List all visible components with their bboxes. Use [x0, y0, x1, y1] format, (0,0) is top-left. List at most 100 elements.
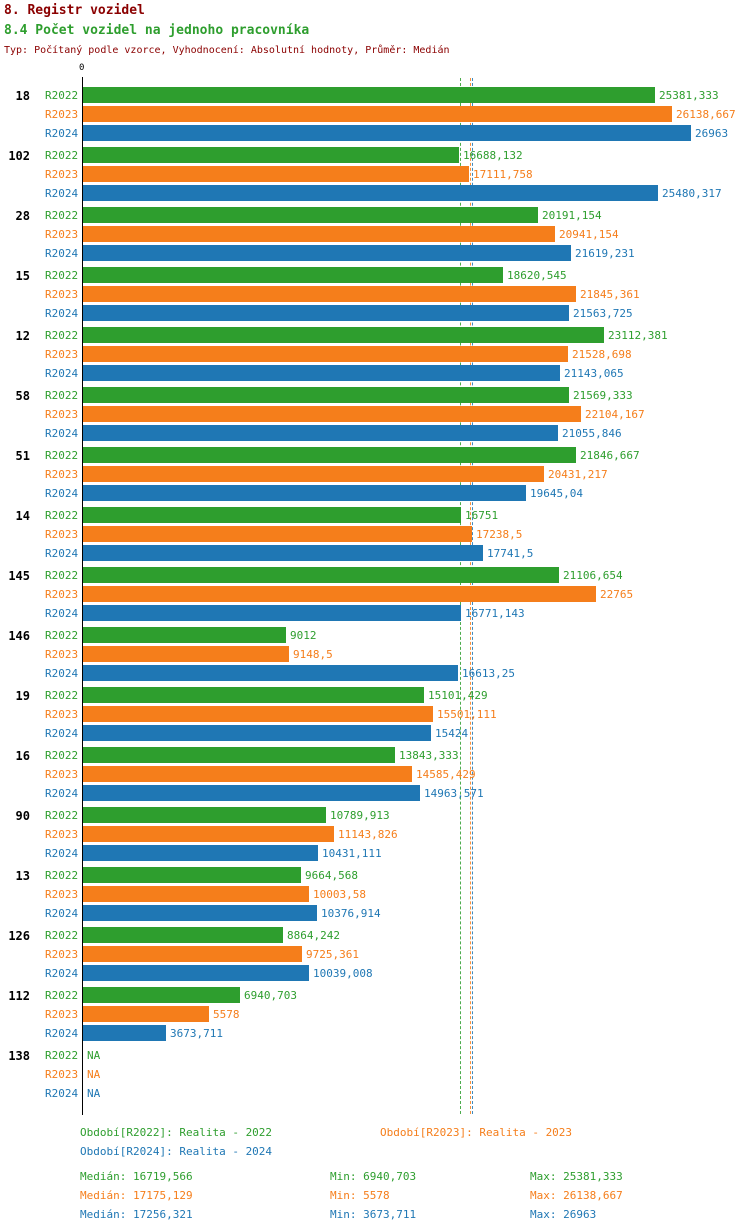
group-label: 138 — [8, 1049, 30, 1063]
bar-value-label: 9664,568 — [305, 869, 358, 882]
series-label: R2024 — [45, 967, 79, 980]
series-label: R2023 — [45, 1068, 79, 1081]
legend-entry-r2024: Období[R2024]: Realita - 2024 — [80, 1145, 273, 1158]
bar-value-label: 9725,361 — [306, 948, 359, 961]
series-label: R2024 — [45, 247, 79, 260]
bar-r2024 — [83, 605, 461, 621]
bar-value-label: 26963 — [695, 127, 729, 140]
series-label: R2024 — [45, 847, 79, 860]
group-label: 58 — [15, 389, 30, 403]
bar-row: R2023 17238,5 — [45, 525, 748, 544]
legend: Období[R2022]: Realita - 2022 Období[R20… — [0, 1126, 750, 1226]
bar-row: R2023 21528,698 — [45, 345, 748, 364]
group-label: 90 — [15, 809, 30, 823]
bar-row: R2022 20191,154 — [45, 206, 748, 225]
bar-r2022 — [83, 747, 395, 763]
bar-value-label: 16613,25 — [462, 667, 515, 680]
bar-row: R2023 9725,361 — [45, 945, 748, 964]
series-label: R2022 — [45, 389, 79, 402]
bar-row: R2023 26138,667 — [45, 105, 748, 124]
bar-group: 28 R2022 20191,154 R2023 20941,154 R2024 21619… — [16, 206, 748, 266]
group-label: 51 — [15, 449, 30, 463]
bar-value-label: NA — [87, 1049, 101, 1062]
bar-row: R2024 10376,914 — [45, 904, 748, 923]
series-label: R2022 — [45, 869, 79, 882]
bar-r2024 — [83, 785, 420, 801]
bar-row: R2024 26963 — [45, 124, 748, 143]
series-label: R2022 — [45, 509, 79, 522]
series-label: R2024 — [45, 787, 79, 800]
bar-row: R2024 21563,725 — [45, 304, 748, 323]
bar-value-label: 21619,231 — [575, 247, 635, 260]
bar-group: 18 R2022 25381,333 R2023 26138,667 R2024 26963 — [16, 86, 748, 146]
bar-value-label: 21846,667 — [580, 449, 640, 462]
bar-r2022 — [83, 867, 301, 883]
bar-value-label: 9148,5 — [293, 648, 333, 661]
bar-value-label: 9012 — [290, 629, 317, 642]
series-label: R2024 — [45, 727, 79, 740]
group-label: 145 — [8, 569, 30, 583]
bar-value-label: 13843,333 — [399, 749, 459, 762]
series-label: R2023 — [45, 948, 79, 961]
bar-row: R2024 21055,846 — [45, 424, 748, 443]
bar-row: R2022 18620,545 — [45, 266, 748, 285]
bar-value-label: 6940,703 — [244, 989, 297, 1002]
bar-r2023 — [83, 346, 568, 362]
series-label: R2022 — [45, 89, 79, 102]
series-label: R2022 — [45, 809, 79, 822]
bar-group: 14 R2022 16751 R2023 17238,5 R2024 17741,5 — [16, 506, 748, 566]
bar-row: R2023 NA — [45, 1065, 748, 1084]
bar-value-label: 10789,913 — [330, 809, 390, 822]
bar-r2024 — [83, 725, 431, 741]
series-label: R2024 — [45, 427, 79, 440]
bar-value-label: 10376,914 — [321, 907, 381, 920]
bar-row: R2022 13843,333 — [45, 746, 748, 765]
bar-group: 19 R2022 15101,429 R2023 15501,111 R2024 15424 — [16, 686, 748, 746]
bar-r2022 — [83, 327, 604, 343]
bar-group: 13 R2022 9664,568 R2023 10003,58 R2024 10376,9… — [16, 866, 748, 926]
series-label: R2022 — [45, 749, 79, 762]
bar-row: R2023 9148,5 — [45, 645, 748, 664]
bar-group: 145 R2022 21106,654 R2023 22765 R2024 16771,14… — [8, 566, 748, 626]
group-label: 28 — [15, 209, 30, 223]
bar-value-label: 25381,333 — [659, 89, 719, 102]
stat-min-r2024: Min: 3673,711 — [330, 1208, 417, 1221]
bar-row: R2022 8864,242 — [45, 926, 748, 945]
bar-row: R2022 NA — [45, 1046, 748, 1065]
bar-r2024 — [83, 545, 483, 561]
bar-value-label: 26138,667 — [676, 108, 736, 121]
bar-row: R2023 5578 — [45, 1005, 748, 1024]
bar-row: R2022 15101,429 — [45, 686, 748, 705]
bar-group: 90 R2022 10789,913 R2023 11143,826 R2024 10431… — [16, 806, 748, 866]
series-label: R2024 — [45, 487, 79, 500]
bar-row: R2023 17111,758 — [45, 165, 748, 184]
bar-r2023 — [83, 1006, 209, 1022]
bar-group: 15 R2022 18620,545 R2023 21845,361 R2024 21563… — [16, 266, 748, 326]
bar-value-label: 15101,429 — [428, 689, 488, 702]
bar-group: 126 R2022 8864,242 R2023 9725,361 R2024 10039,… — [8, 926, 748, 986]
series-label: R2022 — [45, 449, 79, 462]
series-label: R2023 — [45, 648, 79, 661]
bar-value-label: 17111,758 — [473, 168, 533, 181]
group-label: 18 — [15, 89, 30, 103]
bar-r2023 — [83, 226, 555, 242]
series-label: R2023 — [45, 708, 79, 721]
series-label: R2022 — [45, 989, 79, 1002]
bar-value-label: 17741,5 — [487, 547, 534, 560]
legend-entry-r2023: Období[R2023]: Realita - 2023 — [380, 1126, 573, 1139]
series-label: R2023 — [45, 348, 79, 361]
bar-row: R2023 22104,167 — [45, 405, 748, 424]
bar-value-label: 16751 — [465, 509, 499, 522]
bar-value-label: 23112,381 — [608, 329, 668, 342]
bar-row: R2024 16613,25 — [45, 664, 748, 683]
stat-median-r2023: Medián: 17175,129 — [80, 1189, 193, 1202]
stat-min-r2023: Min: 5578 — [330, 1189, 390, 1202]
bar-row: R2023 14585,429 — [45, 765, 748, 784]
bar-value-label: 21528,698 — [572, 348, 632, 361]
bar-row: R2022 16688,132 — [45, 146, 748, 165]
chart-meta-line: Typ: Počítaný podle vzorce, Vyhodnocení:… — [4, 45, 450, 56]
bar-value-label: 15424 — [435, 727, 469, 740]
series-label: R2022 — [45, 629, 79, 642]
bar-value-label: 8864,242 — [287, 929, 340, 942]
